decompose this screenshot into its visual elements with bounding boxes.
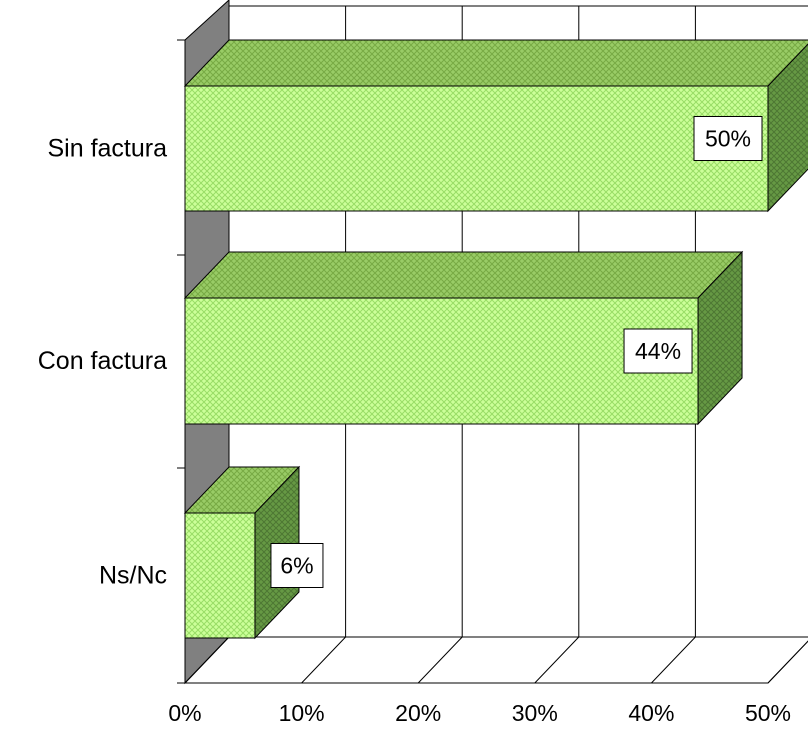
category-label: Sin factura — [47, 135, 167, 163]
floor-gridline — [651, 636, 696, 684]
x-tick-label: 50% — [745, 700, 791, 726]
floor-gridline — [417, 636, 463, 684]
floor-gridline — [301, 636, 346, 684]
data-label-box — [693, 116, 763, 161]
floor-gridline — [534, 636, 580, 684]
bar — [184, 512, 256, 639]
category-label: Ns/Nc — [99, 562, 167, 590]
data-label: 50% — [705, 126, 751, 152]
data-label-box — [270, 543, 324, 588]
bar — [184, 85, 769, 212]
category-label: Con factura — [38, 347, 167, 375]
x-tick-label: 40% — [628, 700, 674, 726]
bar-group — [183, 39, 808, 213]
floor — [183, 636, 808, 684]
data-label: 6% — [280, 553, 313, 579]
floor-gridline — [767, 640, 808, 684]
bar — [184, 297, 699, 425]
bar-top-face — [183, 251, 744, 299]
x-tick-label: 20% — [395, 700, 441, 726]
floor-gridline — [184, 636, 230, 684]
x-tick-label: 0% — [168, 700, 201, 726]
data-label: 44% — [635, 338, 681, 364]
x-tick-label: 30% — [512, 700, 558, 726]
data-label-box — [623, 328, 693, 374]
bar-top-face — [183, 39, 808, 87]
x-tick-label: 10% — [279, 700, 325, 726]
bar-group — [183, 250, 744, 426]
